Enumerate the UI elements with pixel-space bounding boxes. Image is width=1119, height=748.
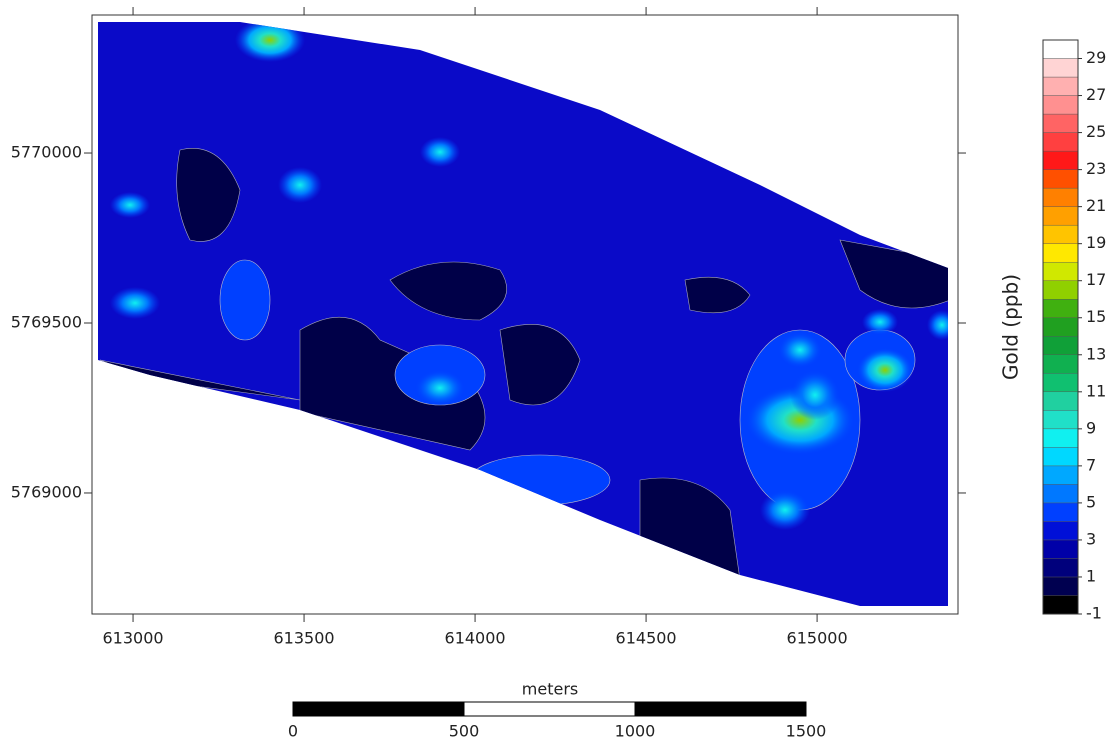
scale-bar-tick-label: 1000 — [615, 722, 656, 741]
colorbar-tick-label: 27 — [1086, 85, 1106, 104]
colorbar-band — [1042, 317, 1079, 337]
colorbar-band — [1042, 150, 1079, 170]
x-tick-label: 614500 — [616, 629, 677, 648]
colorbar-band — [1042, 428, 1079, 448]
x-tick-label: 613000 — [103, 629, 164, 648]
colorbar-band — [1042, 280, 1079, 300]
colorbar-tick-label: 1 — [1086, 566, 1096, 585]
colorbar-tick-label: 29 — [1086, 48, 1106, 67]
colorbar-band — [1042, 521, 1079, 541]
colorbar-band — [1042, 76, 1079, 96]
x-tick-label: 614000 — [445, 629, 506, 648]
colorbar-band — [1042, 595, 1079, 615]
y-tick-label: 5769000 — [11, 482, 82, 501]
colorbar-band — [1042, 187, 1079, 207]
colorbar-band — [1042, 243, 1079, 263]
colorbar-tick-label: 11 — [1086, 381, 1106, 400]
colorbar-band — [1042, 373, 1079, 393]
colorbar-band — [1042, 558, 1079, 578]
colorbar-band — [1042, 261, 1079, 281]
scale-bar-tick-label: 1500 — [786, 722, 827, 741]
colorbar-band — [1042, 539, 1079, 559]
colorbar-frame — [1042, 39, 1079, 615]
x-tick-label: 613500 — [274, 629, 335, 648]
scale-bar-segment — [634, 701, 807, 717]
colorbar-band — [1042, 391, 1079, 411]
colorbar-band — [1042, 299, 1079, 318]
scale-bar-segment — [463, 701, 636, 717]
y-tick-label: 5770000 — [11, 143, 82, 162]
colorbar-tick-label: 9 — [1086, 418, 1096, 437]
scale-bar-segment — [292, 701, 465, 717]
colorbar-band — [1042, 206, 1079, 226]
colorbar-band — [1042, 58, 1079, 78]
colorbar-band — [1042, 336, 1079, 355]
colorbar-tick-label: 3 — [1086, 529, 1096, 548]
x-tick-label: 615000 — [787, 629, 848, 648]
colorbar-tick-label: 7 — [1086, 455, 1096, 474]
colorbar-band — [1042, 410, 1079, 430]
colorbar-band — [1042, 224, 1079, 244]
colorbar-band — [1042, 484, 1079, 504]
colorbar-band — [1042, 447, 1079, 467]
colorbar-tick-label: 25 — [1086, 122, 1106, 141]
y-tick-label: 5769500 — [11, 312, 82, 331]
colorbar-tick-label: 5 — [1086, 492, 1096, 511]
scale-bar-label: meters — [522, 680, 578, 699]
contour-surface — [98, 22, 948, 606]
colorbar-tick-label: 15 — [1086, 307, 1106, 326]
colorbar-tick-label: 17 — [1086, 270, 1106, 289]
colorbar-band — [1042, 502, 1079, 522]
colorbar-band — [1042, 39, 1079, 59]
colorbar-band — [1042, 132, 1079, 152]
colorbar-band — [1042, 465, 1079, 485]
colorbar-label: Gold (ppb) — [999, 274, 1023, 380]
colorbar-band — [1042, 354, 1079, 374]
colorbar-tick-label: 21 — [1086, 196, 1106, 215]
colorbar-tick-label: -1 — [1086, 604, 1102, 623]
scale-bar-tick-label: 0 — [288, 722, 298, 741]
colorbar-tick-label: 23 — [1086, 159, 1106, 178]
colorbar-band — [1042, 576, 1079, 596]
colorbar-band — [1042, 95, 1079, 115]
colorbar-tick-label: 13 — [1086, 344, 1106, 363]
map-frame — [91, 14, 959, 615]
colorbar-band — [1042, 169, 1079, 189]
scale-bar-tick-label: 500 — [449, 722, 480, 741]
colorbar-band — [1042, 113, 1079, 133]
colorbar-tick-label: 19 — [1086, 233, 1106, 252]
